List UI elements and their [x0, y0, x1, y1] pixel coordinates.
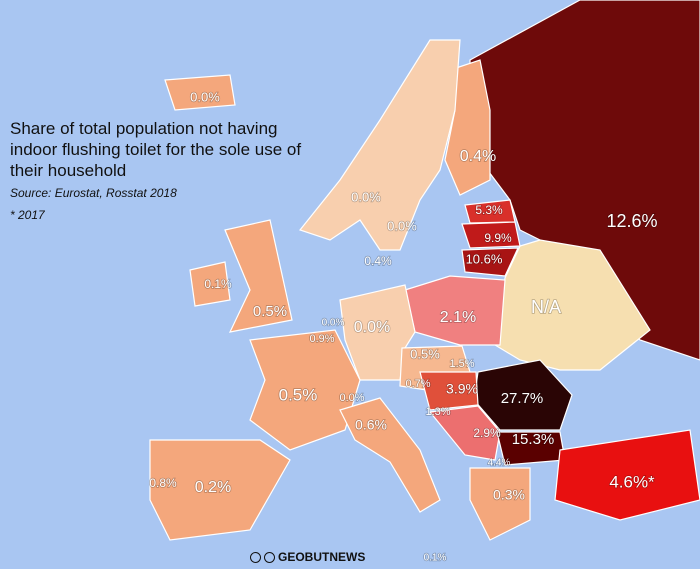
- region-label: 10.6%: [466, 251, 503, 266]
- region-label: 0.1%: [204, 277, 232, 291]
- region-label: 12.6%: [606, 211, 657, 231]
- land: [469, 467, 531, 541]
- region-label: 0.9%: [309, 333, 334, 345]
- watermark-text: GEOBUTNEWS: [278, 550, 366, 564]
- land: [419, 371, 479, 411]
- region-label: 0.5%: [279, 385, 318, 404]
- region-label: 15.3%: [512, 431, 555, 448]
- region-label: 1.5%: [449, 358, 474, 370]
- region-label: 0.3%: [493, 487, 525, 503]
- region-label: 0.6%: [355, 417, 387, 433]
- region-label: 27.7%: [501, 390, 544, 407]
- region-label: 0.0%: [322, 318, 345, 329]
- land: [554, 429, 700, 521]
- land: [339, 397, 441, 513]
- region-label: 2.9%: [473, 426, 501, 440]
- land: [189, 261, 231, 307]
- region-label: 0.0%: [354, 319, 390, 336]
- region-label: 0.5%: [410, 346, 440, 361]
- region-label: 9.9%: [484, 231, 512, 245]
- land: [298, 39, 461, 251]
- region-label: 0.1%: [424, 553, 447, 564]
- region-label: 0.0%: [387, 218, 417, 233]
- land: [224, 219, 293, 333]
- region-label: 0.5%: [253, 303, 287, 320]
- region-label: 0.0%: [339, 392, 364, 404]
- icon: [264, 551, 275, 563]
- title: Share of total population not having ind…: [10, 119, 302, 180]
- icon: [250, 551, 261, 563]
- region-label: 2.1%: [440, 309, 476, 326]
- land: [428, 405, 501, 461]
- region-label: 1.3%: [425, 406, 450, 418]
- land: [249, 329, 361, 451]
- land: [494, 239, 651, 371]
- region-label: 0.8%: [149, 476, 177, 490]
- region-label: 0.0%: [351, 189, 381, 204]
- region-label: 0.4%: [460, 148, 496, 165]
- land: [164, 74, 236, 111]
- region-label: 4.6%*: [609, 472, 655, 491]
- note: * 2017: [10, 208, 45, 222]
- region-label: N/A: [531, 297, 561, 317]
- region-label: 3.9%: [446, 381, 478, 397]
- region-label: 0.0%: [190, 89, 220, 104]
- region-label: 0.4%: [364, 254, 392, 268]
- region-label: 4.4%: [488, 458, 511, 469]
- region-label: 0.2%: [195, 479, 231, 496]
- region-label: 5.3%: [475, 203, 503, 217]
- region-label: 0.7%: [405, 378, 430, 390]
- source: Source: Eurostat, Rosstat 2018: [10, 186, 177, 200]
- watermark: GEOBUTNEWS: [250, 550, 365, 564]
- land: [149, 439, 291, 541]
- land: [461, 247, 519, 277]
